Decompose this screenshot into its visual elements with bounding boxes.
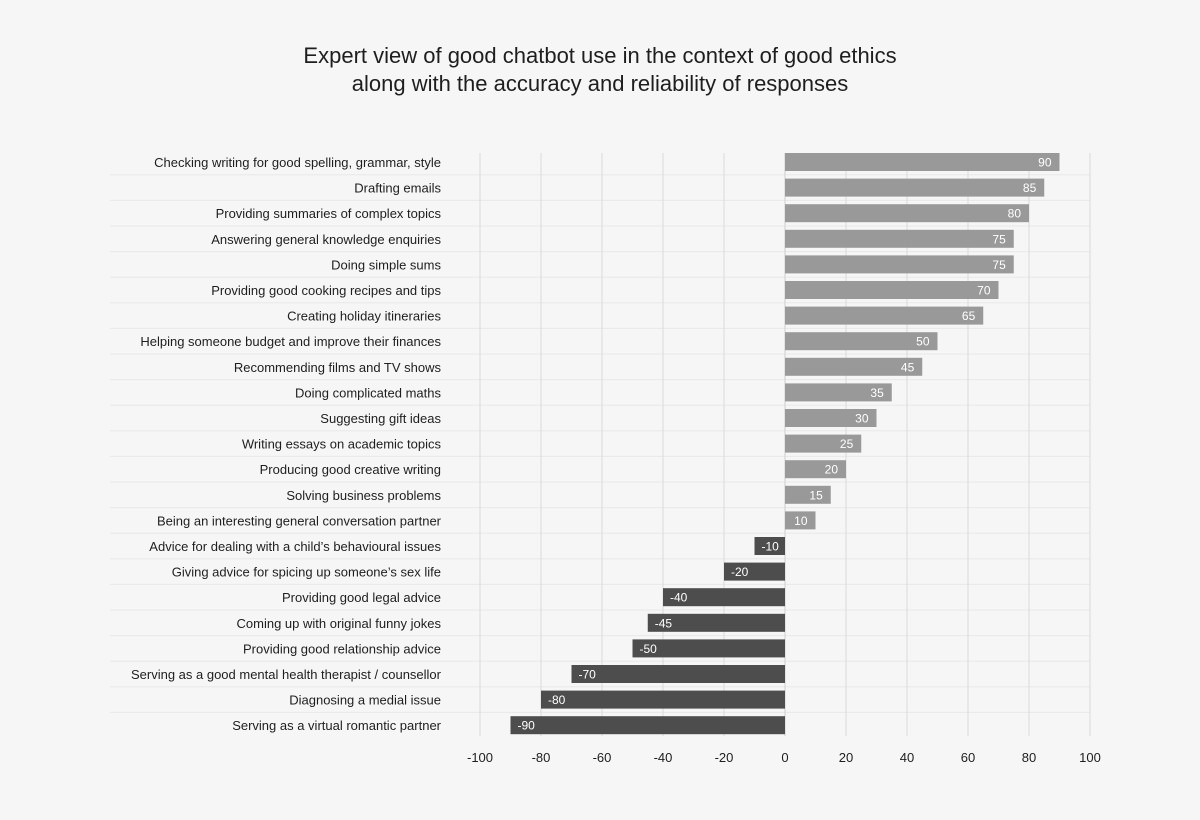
bar-value-label: 25	[840, 437, 854, 451]
bar-positive	[785, 229, 1014, 248]
bar-positive	[785, 281, 999, 299]
bar-value-label: 45	[901, 360, 915, 374]
x-tick-label: 40	[900, 750, 914, 765]
bar-value-label: 90	[1038, 156, 1052, 170]
chart-title-line-2: along with the accuracy and reliability …	[351, 71, 849, 96]
bar-value-label: -90	[518, 719, 536, 733]
bar-negative	[510, 716, 785, 735]
bar-positive	[785, 332, 938, 351]
category-label: Producing good creative writing	[260, 462, 441, 477]
bar-value-label: 20	[825, 463, 839, 477]
category-label: Providing good legal advice	[282, 590, 441, 605]
bar-value-label: -20	[731, 565, 749, 579]
category-label: Checking writing for good spelling, gram…	[154, 155, 441, 170]
bar-negative	[754, 537, 785, 555]
bar-positive	[785, 153, 1060, 171]
bar-negative	[663, 588, 785, 607]
bar-value-label: 85	[1023, 181, 1037, 195]
bar-value-label: 75	[992, 232, 1006, 246]
bar-positive	[785, 383, 892, 402]
bar-value-label: -40	[670, 591, 688, 605]
bar-positive	[785, 409, 877, 427]
category-label: Advice for dealing with a child’s behavi…	[149, 539, 441, 554]
category-label: Solving business problems	[286, 488, 441, 503]
category-label: Doing complicated maths	[295, 385, 441, 400]
bar-value-label: -50	[640, 642, 658, 656]
bar-negative	[632, 639, 785, 658]
bar-value-label: 65	[962, 309, 976, 323]
chart-title: Expert view of good chatbot use in the c…	[0, 42, 1200, 98]
bar-positive	[785, 204, 1029, 223]
bar-positive	[785, 460, 846, 479]
bar-value-label: 75	[992, 258, 1006, 272]
bar-negative	[647, 613, 785, 632]
category-label: Giving advice for spicing up someone’s s…	[172, 565, 441, 580]
chart-title-line-1: Expert view of good chatbot use in the c…	[303, 43, 897, 68]
category-label: Writing essays on academic topics	[242, 437, 442, 452]
x-tick-label: -40	[654, 750, 673, 765]
category-label: Serving as a good mental health therapis…	[131, 667, 442, 682]
bar-positive	[785, 306, 984, 325]
bar-value-label: 30	[855, 412, 869, 426]
x-tick-label: 100	[1079, 750, 1101, 765]
x-tick-label: -80	[532, 750, 551, 765]
bar-value-label: 35	[870, 386, 884, 400]
x-tick-label: 80	[1022, 750, 1036, 765]
x-tick-label: 60	[961, 750, 975, 765]
category-label: Recommending films and TV shows	[234, 360, 442, 375]
bar-positive	[785, 178, 1045, 197]
x-tick-label: 20	[839, 750, 853, 765]
category-label: Doing simple sums	[331, 257, 441, 272]
category-label: Providing good relationship advice	[243, 641, 441, 656]
bar-value-label: -45	[655, 616, 673, 630]
bar-positive	[785, 255, 1014, 274]
bar-negative	[541, 690, 785, 709]
bar-negative	[571, 665, 785, 683]
category-label: Providing summaries of complex topics	[216, 206, 442, 221]
bar-value-label: 15	[809, 488, 823, 502]
bar-positive	[785, 485, 831, 504]
category-label: Answering general knowledge enquiries	[211, 232, 441, 247]
category-label: Drafting emails	[354, 181, 441, 196]
bar-value-label: 10	[794, 514, 808, 528]
bar-negative	[724, 562, 785, 581]
x-tick-label: -100	[467, 750, 493, 765]
bar-positive	[785, 511, 816, 530]
category-label: Creating holiday itineraries	[287, 309, 441, 324]
bar-value-label: 50	[916, 335, 930, 349]
x-tick-label: -60	[593, 750, 612, 765]
bar-value-label: 70	[977, 284, 991, 298]
category-label: Providing good cooking recipes and tips	[211, 283, 441, 298]
bar-value-label: -10	[762, 540, 780, 554]
bar-value-label: -70	[579, 668, 597, 682]
x-tick-label: -20	[715, 750, 734, 765]
category-label: Suggesting gift ideas	[320, 411, 441, 426]
category-label: Diagnosing a medial issue	[289, 693, 441, 708]
bar-value-label: -80	[548, 693, 566, 707]
bar-positive	[785, 434, 862, 453]
bar-positive	[785, 357, 923, 376]
x-tick-label: 0	[781, 750, 788, 765]
category-label: Serving as a virtual romantic partner	[232, 718, 441, 733]
category-label: Helping someone budget and improve their…	[140, 334, 441, 349]
category-label: Coming up with original funny jokes	[237, 616, 442, 631]
bar-value-label: 80	[1008, 207, 1022, 221]
category-label: Being an interesting general conversatio…	[157, 513, 442, 528]
